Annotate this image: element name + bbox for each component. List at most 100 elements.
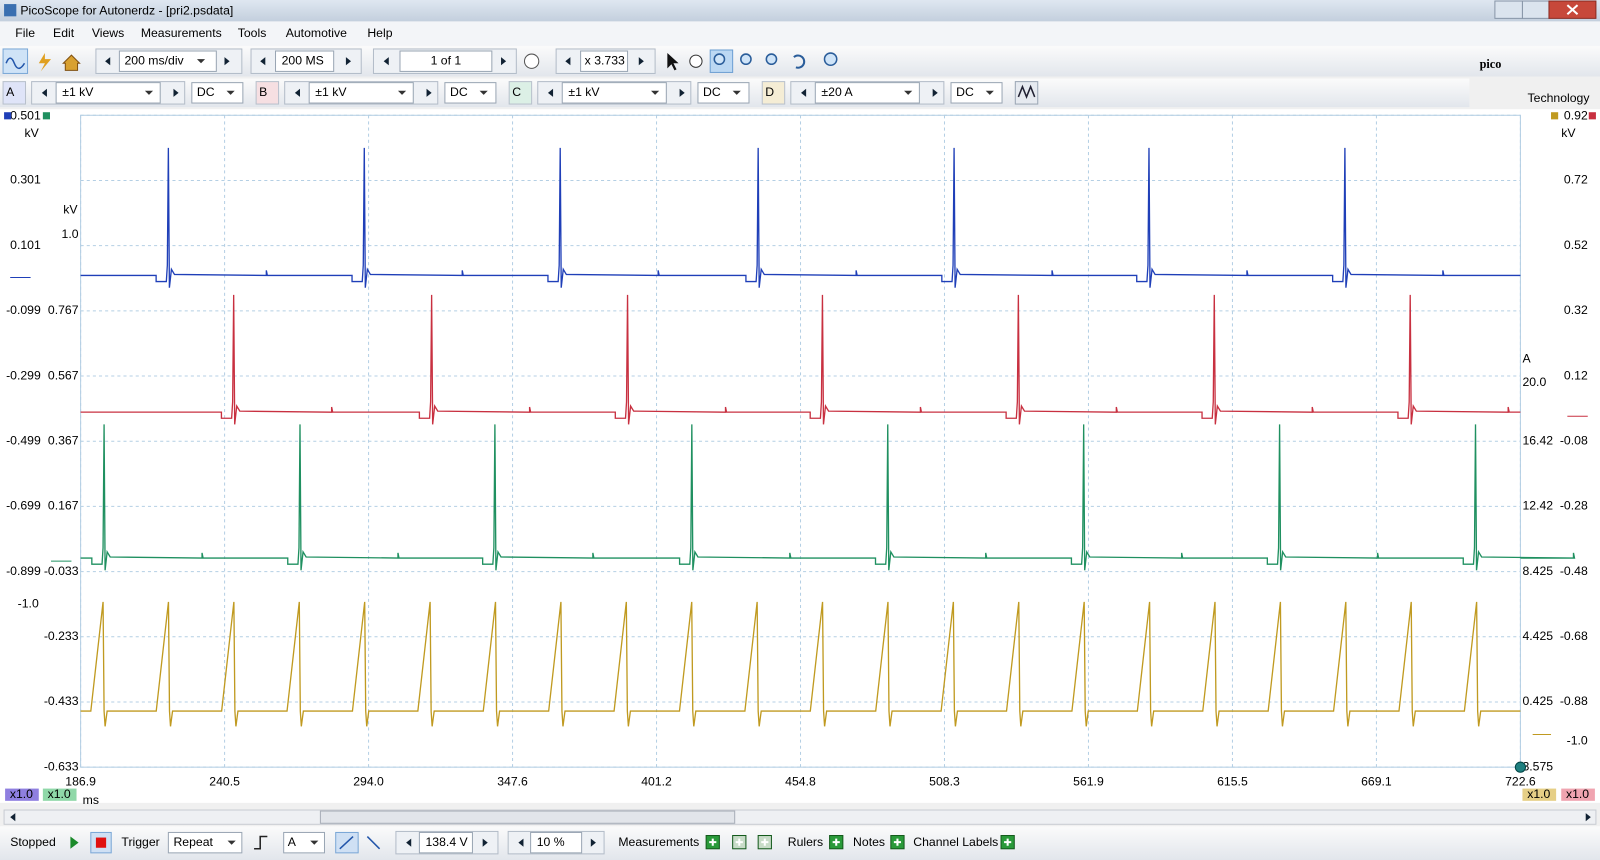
status-link[interactable]: Measurements: [618, 835, 699, 849]
combo-box[interactable]: [399, 50, 493, 72]
dropdown-arrow[interactable]: [226, 90, 235, 95]
axis-label-a: -0.499: [6, 433, 41, 447]
scale-badge-text: x1.0: [48, 787, 71, 801]
coupling-combo[interactable]: [191, 82, 244, 104]
status-link[interactable]: Channel Labels: [913, 835, 998, 849]
combo-box[interactable]: [167, 831, 243, 854]
coupling-combo[interactable]: [697, 82, 750, 104]
dropdown-arrow[interactable]: [904, 90, 913, 95]
waveform: [80, 424, 1576, 571]
menu-item[interactable]: Help: [367, 26, 392, 40]
scope-icon: [5, 57, 26, 70]
arrow-left[interactable]: [41, 88, 47, 97]
arrow-right[interactable]: [501, 57, 507, 66]
channel-button[interactable]: [761, 81, 786, 105]
channel-button[interactable]: [508, 81, 533, 105]
arrow-right[interactable]: [679, 88, 685, 97]
axis-label-a: -0.899: [6, 564, 41, 578]
compass-icon[interactable]: [523, 53, 540, 69]
menu-item[interactable]: Tools: [238, 26, 267, 40]
math-button[interactable]: [1014, 81, 1039, 105]
dropdown-arrow[interactable]: [397, 90, 407, 95]
arrow-right[interactable]: [932, 88, 938, 97]
arrow-left[interactable]: [801, 88, 807, 97]
arrow-left[interactable]: [406, 838, 412, 847]
menu-item[interactable]: Edit: [53, 26, 75, 40]
range-combo[interactable]: [814, 82, 920, 104]
arrow-right[interactable]: [482, 838, 488, 847]
status-link[interactable]: Rulers: [788, 835, 823, 849]
arrow-right[interactable]: [224, 57, 230, 66]
combo-box[interactable]: [118, 50, 217, 72]
arrow-right[interactable]: [345, 57, 352, 66]
dropdown-arrow[interactable]: [985, 90, 994, 95]
arrow-right[interactable]: [590, 838, 596, 847]
undo-zoom[interactable]: [793, 54, 806, 69]
axis-label-b: -0.88: [1560, 694, 1588, 708]
axis-label-b: 0.32: [1564, 303, 1588, 317]
dropdown-arrow[interactable]: [732, 90, 741, 95]
range-text: ±1 kV: [568, 85, 600, 99]
arrow-right[interactable]: [426, 88, 432, 97]
menu-item[interactable]: Automotive: [286, 26, 347, 40]
arrow-left[interactable]: [10, 813, 16, 822]
coupling-combo[interactable]: [950, 82, 1003, 104]
arrow-left[interactable]: [547, 88, 554, 97]
run-button[interactable]: [70, 836, 79, 849]
axis-unit-c: kV: [63, 202, 78, 216]
plus-icon: [709, 838, 717, 846]
arrow-left[interactable]: [565, 57, 571, 66]
maximize-button[interactable]: [1521, 0, 1550, 19]
rising-edge-icon[interactable]: [339, 835, 354, 850]
arrow-right[interactable]: [173, 88, 179, 97]
axis-label-c: 0.167: [48, 499, 79, 513]
dropdown-arrow[interactable]: [144, 90, 154, 95]
coupling-text: DC: [197, 85, 215, 99]
combo-box[interactable]: [275, 50, 335, 72]
coupling-combo[interactable]: [444, 82, 497, 104]
minimize-button[interactable]: [1494, 0, 1523, 19]
pointer-tool[interactable]: [667, 53, 679, 71]
dropdown-arrow[interactable]: [651, 90, 660, 95]
dropdown-arrow[interactable]: [196, 59, 206, 64]
arrow-left[interactable]: [518, 838, 524, 847]
home-icon[interactable]: [62, 54, 81, 71]
trigger-edge-icon[interactable]: [254, 835, 268, 850]
dropdown-arrow[interactable]: [479, 90, 488, 95]
range-combo[interactable]: [55, 82, 161, 104]
channel-button[interactable]: [2, 81, 27, 105]
falling-edge-icon[interactable]: [366, 835, 381, 850]
channel-letter: C: [512, 85, 521, 99]
range-combo[interactable]: [561, 82, 667, 104]
menu-item[interactable]: Views: [92, 26, 124, 40]
zoom-fit[interactable]: [823, 52, 838, 67]
channel-letter: B: [259, 85, 267, 99]
arrow-left[interactable]: [383, 57, 389, 66]
arrow-right[interactable]: [1585, 813, 1591, 822]
trigger-channel: A: [288, 835, 297, 849]
auto-setup-icon[interactable]: [38, 53, 52, 72]
dropdown-arrow[interactable]: [227, 840, 236, 845]
zoom-icon[interactable]: [765, 53, 778, 66]
channel-marker: [42, 112, 50, 120]
zoom-icon[interactable]: [713, 53, 726, 66]
zoom-icon[interactable]: [740, 53, 752, 66]
combo-box[interactable]: [530, 831, 583, 854]
hand-tool[interactable]: [689, 54, 703, 68]
combo-box[interactable]: [283, 831, 325, 854]
combo-box[interactable]: [580, 50, 629, 72]
axis-label-c: 1.0: [62, 227, 79, 241]
dropdown-arrow[interactable]: [310, 840, 319, 845]
scroll-thumb[interactable]: [319, 810, 736, 824]
arrow-left[interactable]: [260, 57, 266, 66]
arrow-right[interactable]: [638, 57, 644, 66]
combo-box[interactable]: [418, 831, 473, 854]
arrow-left[interactable]: [105, 57, 111, 66]
status-link[interactable]: Notes: [853, 835, 885, 849]
channel-button[interactable]: [255, 81, 280, 105]
menu-item[interactable]: Measurements: [141, 26, 222, 40]
menu-item[interactable]: File: [15, 26, 35, 40]
arrow-left[interactable]: [294, 88, 300, 97]
range-combo[interactable]: [308, 82, 414, 104]
axis-label-c: 0.567: [48, 368, 79, 382]
